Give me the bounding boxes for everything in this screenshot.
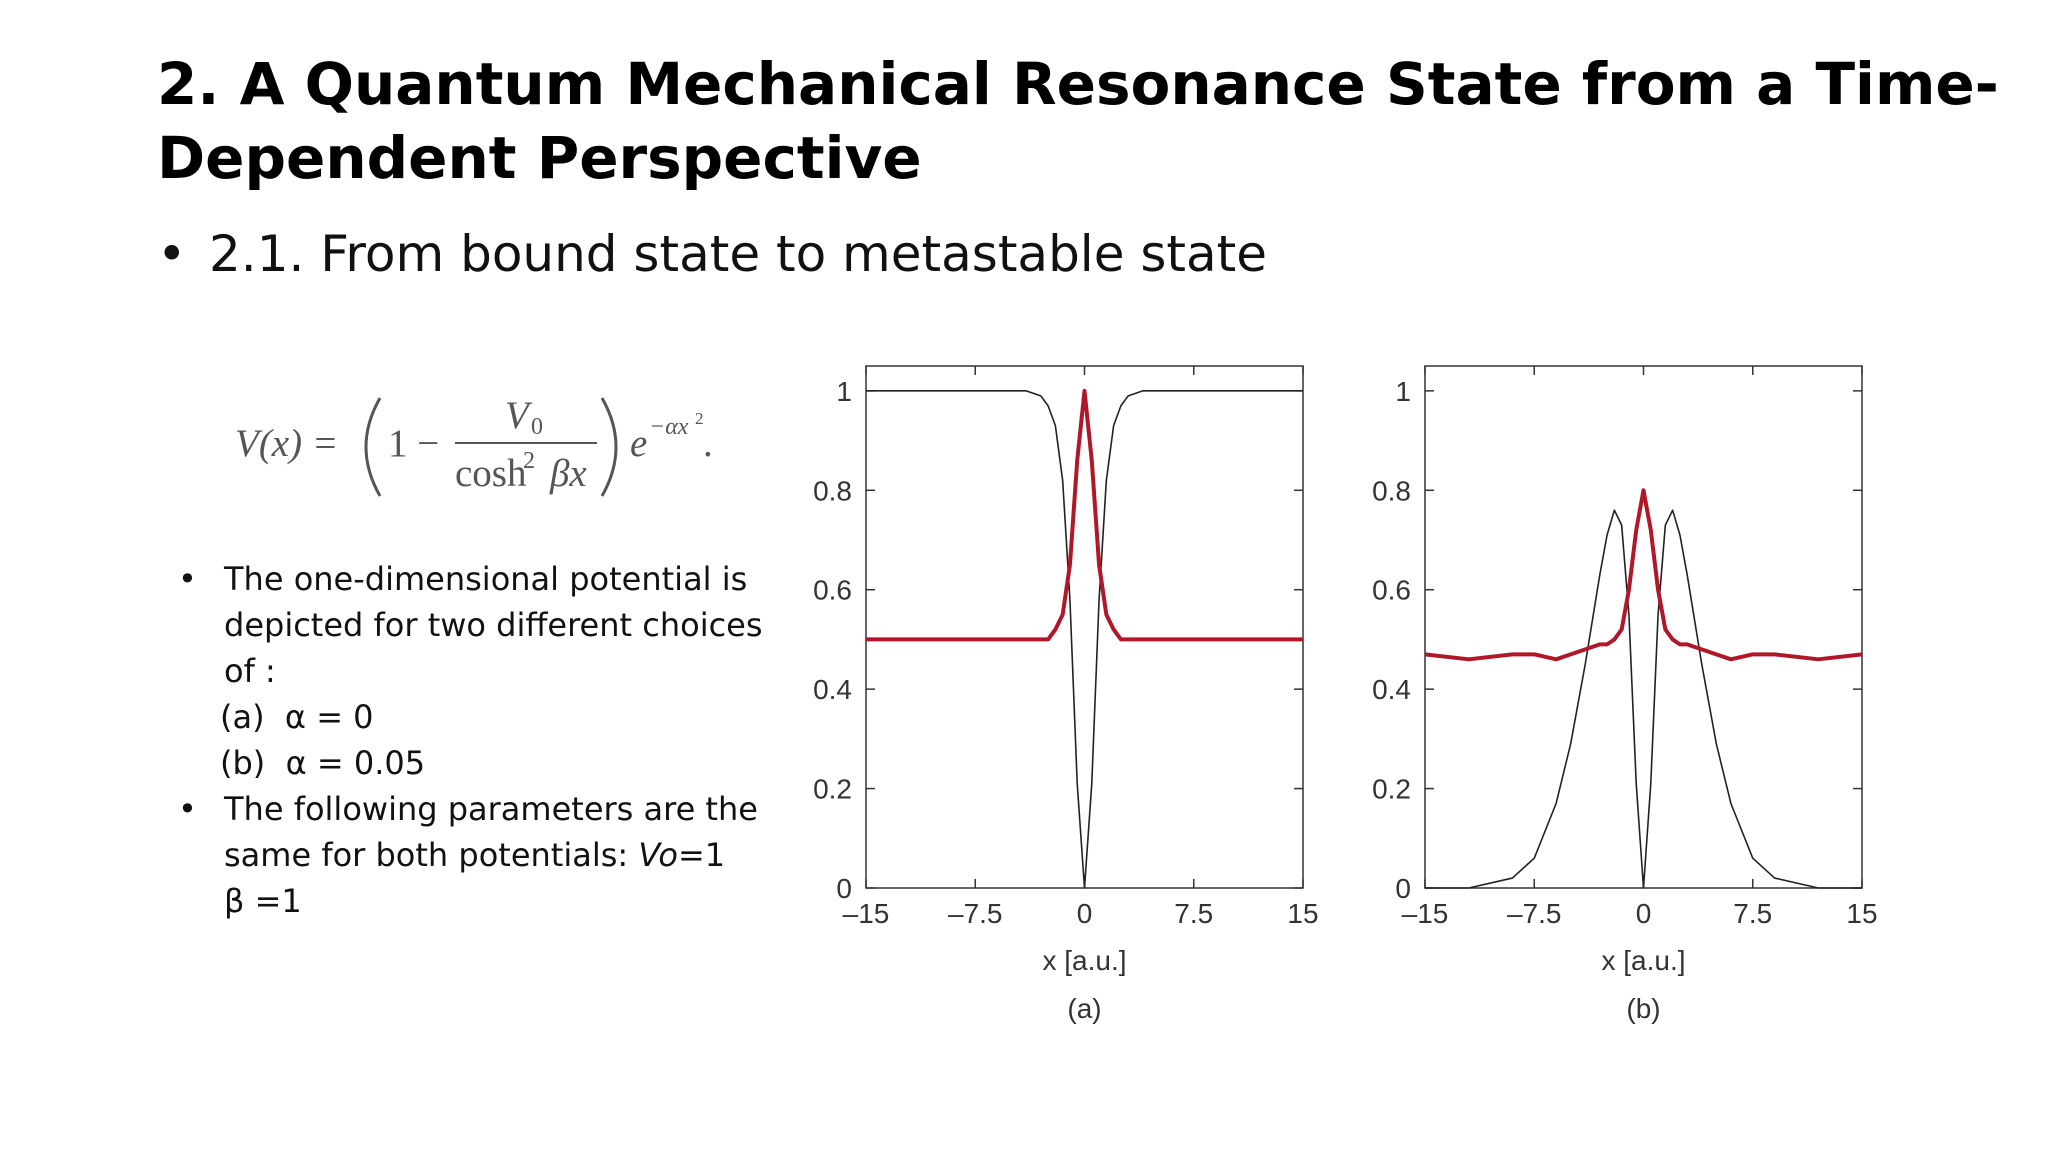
- y-tick-label: 0.4: [1372, 674, 1411, 705]
- note-line: depicted for two different choices: [224, 606, 763, 644]
- y-tick-label: 0.6: [1372, 575, 1411, 606]
- x-tick-label: 7.5: [1733, 898, 1772, 929]
- formula-text: 2: [695, 409, 704, 428]
- x-tick-label: –7.5: [948, 898, 1003, 929]
- series-line: [1424, 488, 1863, 662]
- y-tick-label: 0.8: [813, 475, 852, 506]
- subtitle: 2.1. From bound state to metastable stat…: [209, 225, 1268, 283]
- figure-caption: (a): [1067, 993, 1101, 1024]
- plot-frame: [865, 365, 1304, 889]
- series-line: [1425, 509, 1862, 889]
- y-tick-label: 0.4: [813, 674, 852, 705]
- formula-text: 2: [523, 448, 535, 474]
- formula-text: .: [703, 422, 713, 465]
- y-tick-label: 0.2: [1372, 774, 1411, 805]
- bullet: •: [178, 560, 197, 598]
- note-line: β =1: [224, 882, 302, 920]
- plot-frame: [1424, 365, 1863, 889]
- formula-text: 0: [531, 414, 543, 440]
- x-axis-label: x [a.u.]: [1601, 945, 1685, 976]
- slide-title: Dependent Perspective: [157, 124, 922, 192]
- paren: [364, 397, 382, 497]
- paren: [600, 397, 618, 497]
- note-option: (a) α = 0: [220, 698, 374, 736]
- note-option: (b) α = 0.05: [220, 744, 426, 782]
- formula-text: −αx: [649, 414, 689, 440]
- x-tick-label: 15: [1287, 898, 1318, 929]
- formula-text: V: [505, 394, 533, 437]
- x-tick-label: 0: [1077, 898, 1093, 929]
- formula-text: V(x) =: [235, 422, 338, 465]
- formula-text: 1 −: [388, 422, 439, 465]
- y-tick-label: 0.8: [1372, 475, 1411, 506]
- x-axis-label: x [a.u.]: [1042, 945, 1126, 976]
- x-tick-label: –15: [1402, 898, 1449, 929]
- note-line: The one-dimensional potential is: [224, 560, 748, 598]
- y-tick-label: 0.6: [813, 575, 852, 606]
- y-tick-label: 0: [836, 873, 852, 904]
- formula-text: cosh: [455, 452, 527, 495]
- series-line: [866, 388, 1303, 642]
- note-text: same for both potentials:: [224, 836, 639, 874]
- x-tick-label: 0: [1636, 898, 1652, 929]
- bullet: •: [178, 790, 197, 828]
- series-line: [866, 390, 1303, 889]
- y-tick-label: 1: [1395, 376, 1411, 407]
- x-tick-label: 7.5: [1174, 898, 1213, 929]
- figure-caption: (b): [1626, 993, 1660, 1024]
- note-line: The following parameters are the: [224, 790, 758, 828]
- note-text: =1: [677, 836, 726, 874]
- bullet: •: [157, 225, 187, 283]
- formula: V(x) = 1 − V 0 cosh 2 βx e −αx 2 .: [235, 394, 713, 497]
- note-line: of :: [224, 652, 276, 690]
- formula-text: e: [630, 422, 647, 465]
- x-tick-label: –7.5: [1507, 898, 1562, 929]
- note-italic: Vo: [638, 836, 678, 874]
- x-tick-label: 15: [1846, 898, 1877, 929]
- y-tick-label: 1: [836, 376, 852, 407]
- note-line: same for both potentials: Vo=1: [224, 836, 725, 874]
- y-tick-label: 0: [1395, 873, 1411, 904]
- x-tick-label: –15: [843, 898, 890, 929]
- formula-text: βx: [549, 452, 587, 495]
- slide-title: 2. A Quantum Mechanical Resonance State …: [157, 50, 1999, 118]
- y-tick-label: 0.2: [813, 774, 852, 805]
